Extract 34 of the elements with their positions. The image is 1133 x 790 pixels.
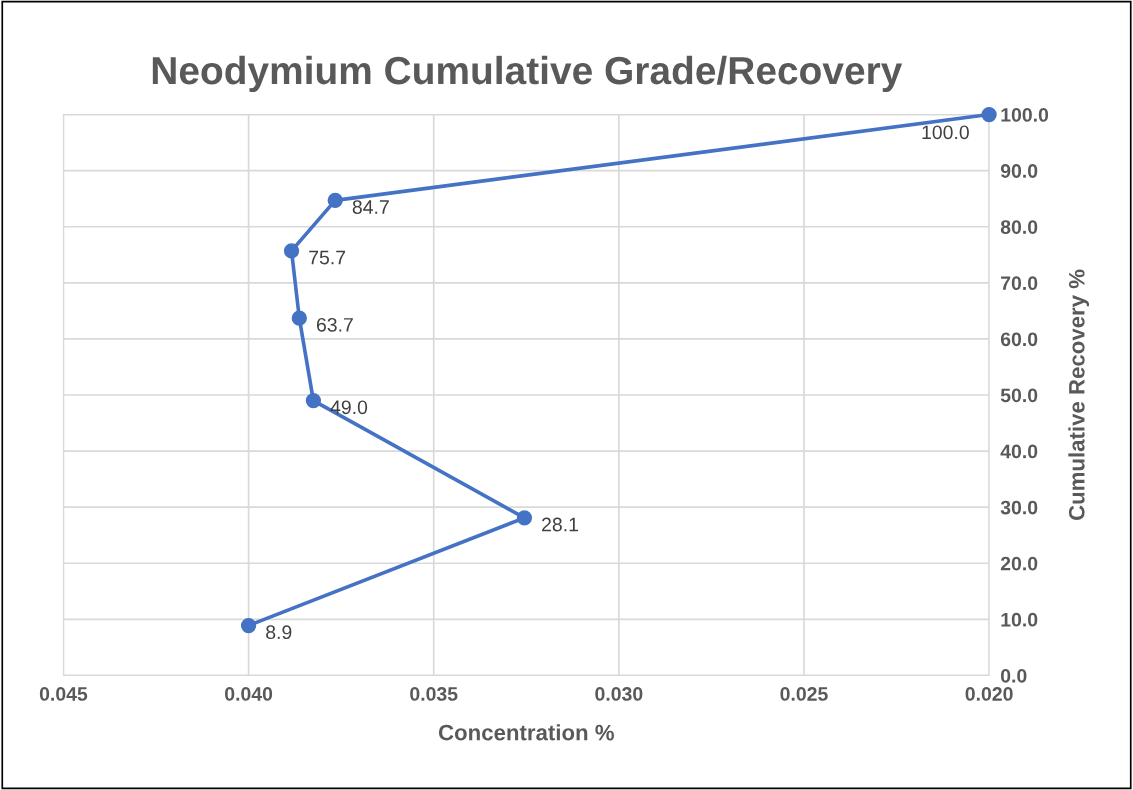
data-label: 63.7	[316, 317, 353, 332]
y-tick-label: 0.0	[1000, 668, 1027, 683]
y-tick-label: 20.0	[1000, 556, 1038, 571]
point	[305, 392, 322, 409]
data-label: 84.7	[352, 200, 389, 214]
x-tick-label: 0.025	[780, 687, 828, 701]
y-tick-label: 10.0	[1001, 612, 1038, 627]
data-label: 28.1	[542, 517, 578, 532]
x-tick-label: 0.020	[965, 687, 1013, 701]
point	[240, 617, 257, 634]
y-tick-label: 30.0	[1000, 500, 1038, 515]
y-tick-label: 40.0	[1000, 444, 1038, 459]
y-tick-label: 90.0	[1000, 164, 1038, 178]
point	[981, 106, 997, 123]
data-label: 8.9	[266, 625, 292, 640]
x-tick-label: 0.045	[39, 687, 88, 701]
y-tick-label: 50.0	[1000, 388, 1038, 403]
y-tick-label: 60.0	[1000, 332, 1038, 347]
y-tick-label: 70.0	[1001, 276, 1038, 291]
x-tick-label: 0.035	[410, 687, 458, 701]
x-tick-label: 0.030	[595, 687, 643, 701]
point	[291, 310, 307, 326]
point	[283, 243, 300, 259]
point	[516, 510, 533, 526]
chart-title: Neodymium Cumulative Grade/Recovery	[152, 55, 903, 93]
y-tick-label: 80.0	[1000, 220, 1038, 234]
data-label: 49.0	[330, 400, 368, 415]
y-tick-label: 100.0	[1001, 108, 1049, 122]
data-label: 75.7	[309, 250, 346, 265]
x-axis-title: Concentration %	[438, 724, 614, 741]
data-label: 100.0	[922, 125, 969, 140]
y-axis-title: Cumulative Recovery %	[1068, 269, 1090, 521]
x-tick-label: 0.040	[225, 687, 273, 701]
point	[327, 192, 343, 209]
